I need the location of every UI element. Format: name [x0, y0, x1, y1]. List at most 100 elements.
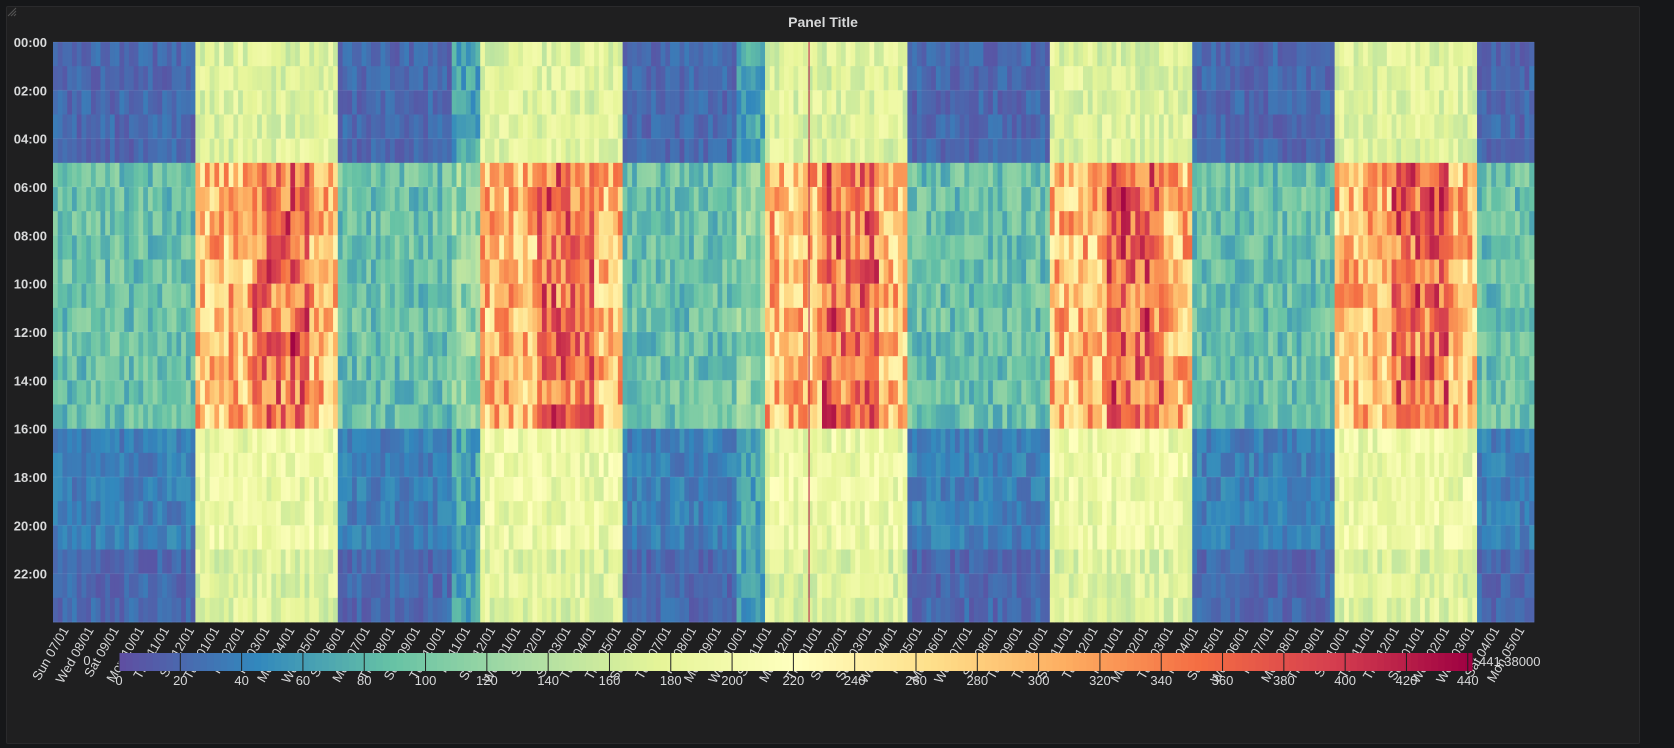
heatmap-cell [750, 259, 756, 285]
heatmap-cell [565, 428, 571, 454]
heatmap-cell [940, 211, 946, 236]
heatmap-cell [190, 259, 196, 285]
heatmap-cell [261, 138, 268, 164]
heatmap-cell [954, 307, 961, 333]
heatmap-cell [693, 211, 699, 236]
heatmap-cell [902, 501, 908, 526]
heatmap-cell [371, 428, 377, 454]
heatmap-cell [798, 259, 804, 285]
heatmap-cell [788, 549, 794, 575]
heatmap-cell [821, 114, 828, 140]
heatmap-cell [375, 138, 381, 164]
heatmap-cell [679, 380, 685, 405]
heatmap-cell [513, 211, 519, 236]
heatmap-cell [257, 259, 263, 285]
heatmap-cell [983, 187, 989, 212]
heatmap-cell [798, 162, 804, 188]
heatmap-cell [907, 138, 913, 164]
heatmap-cell [90, 235, 97, 260]
heatmap-cell [157, 259, 163, 285]
heatmap-cell [1016, 66, 1022, 91]
heatmap-cell [147, 114, 154, 140]
heatmap-cell [855, 549, 861, 575]
heatmap-cell [560, 162, 567, 188]
panel-title[interactable]: Panel Title [788, 14, 858, 30]
heatmap-cell [589, 428, 595, 454]
heatmap-cell [921, 573, 927, 599]
heatmap-cell [769, 187, 775, 212]
heatmap-cell [855, 597, 861, 623]
heatmap-cell [356, 66, 362, 91]
heatmap-cell [418, 332, 424, 357]
heatmap-cell [299, 356, 305, 381]
heatmap-cell [570, 525, 576, 550]
heatmap-cell [802, 404, 809, 430]
heatmap-cell [428, 187, 434, 212]
heatmap-cell [209, 66, 215, 91]
heatmap-cell [200, 211, 206, 236]
heatmap-cell [765, 428, 771, 454]
heatmap-cell [698, 404, 704, 430]
heatmap-cell [162, 42, 168, 67]
heatmap-cell [304, 404, 310, 430]
heatmap-cell [489, 525, 495, 550]
heatmap-cell [646, 235, 652, 260]
heatmap-cell [641, 573, 647, 599]
heatmap-cell [62, 138, 68, 164]
heatmap-cell [323, 501, 329, 526]
heatmap-cell [940, 549, 946, 575]
heatmap-cell [105, 66, 111, 91]
heatmap-cell [893, 573, 899, 599]
heatmap-cell [171, 211, 177, 236]
heatmap-cell [651, 380, 657, 405]
heatmap-cell [878, 138, 885, 164]
heatmap-cell [864, 90, 870, 115]
heatmap-cell [1026, 114, 1032, 140]
heatmap-cell [138, 356, 144, 381]
heatmap-cell [394, 283, 400, 309]
heatmap-cell [271, 452, 277, 478]
heatmap-cell [864, 66, 870, 91]
heatmap-cell [859, 356, 866, 381]
heatmap-cell [124, 211, 130, 236]
heatmap-cell [954, 332, 961, 357]
heatmap-cell [337, 90, 343, 115]
heatmap-cell [442, 259, 448, 285]
heatmap-cell [641, 525, 647, 550]
heatmap-cell [442, 356, 448, 381]
heatmap-cell [821, 307, 828, 333]
heatmap-cell [722, 477, 728, 502]
heatmap-cell [807, 501, 813, 526]
heatmap-cell [266, 525, 272, 550]
heatmap-cell [166, 525, 173, 550]
heatmap-cell [489, 597, 495, 623]
heatmap-cell [935, 211, 942, 236]
heatmap-cell [371, 211, 377, 236]
heatmap-cell [935, 549, 942, 575]
heatmap-cell [855, 477, 861, 502]
heatmap-cell [1035, 380, 1041, 405]
heatmap-cell [484, 211, 491, 236]
heatmap-cell [912, 380, 918, 405]
heatmap-cell [703, 501, 709, 526]
heatmap-cell [641, 332, 647, 357]
heatmap-cell [185, 525, 192, 550]
heatmap-cell [238, 332, 244, 357]
heatmap-cell [1007, 332, 1013, 357]
heatmap-cell [413, 138, 419, 164]
heatmap-cell [916, 549, 923, 575]
heatmap-cell [874, 380, 880, 405]
heatmap-cell [850, 549, 856, 575]
heatmap-cell [641, 477, 647, 502]
heatmap-cell [622, 283, 628, 309]
heatmap-cell [874, 452, 880, 478]
heatmap-cell [537, 332, 543, 357]
heatmap-cell [451, 283, 457, 309]
heatmap-cell [238, 597, 244, 623]
heatmap-cell [171, 477, 177, 502]
heatmap-cell [394, 525, 400, 550]
heatmap-cell [261, 332, 268, 357]
heatmap-cell [902, 114, 908, 140]
heatmap-cell [295, 114, 301, 140]
heatmap-cell [608, 501, 614, 526]
